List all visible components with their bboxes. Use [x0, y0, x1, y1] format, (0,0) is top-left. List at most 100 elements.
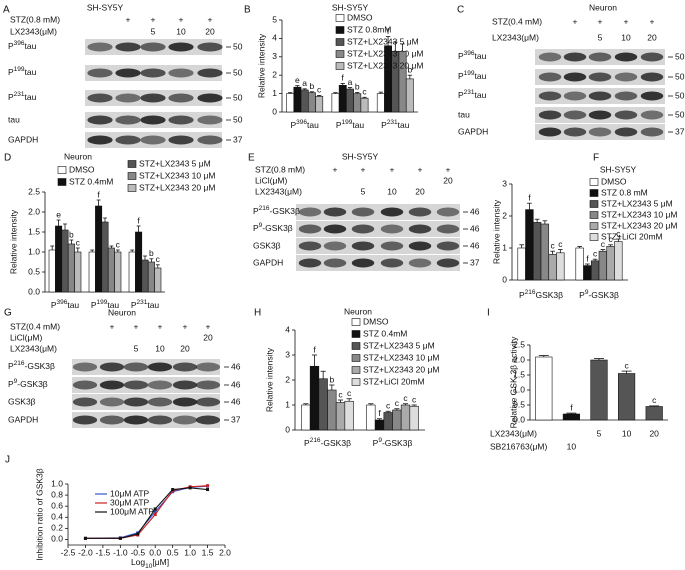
panel-letter: B — [244, 5, 251, 16]
data-point — [153, 507, 157, 511]
row-label: P216-GSK3β — [8, 360, 55, 372]
y-tick-label: 4 — [272, 33, 277, 43]
legend-label: STZ+LX2343 5 μM — [347, 36, 419, 46]
bar — [548, 254, 557, 281]
y-tick-label: 0.5 — [28, 266, 40, 276]
bar — [67, 243, 75, 293]
significance-label: f — [586, 253, 589, 263]
condition-mark: + — [573, 16, 578, 26]
blot-band — [140, 93, 166, 103]
significance-label: c — [593, 248, 598, 258]
x-tick-label: -2.0 — [78, 547, 93, 557]
blot-band — [436, 258, 460, 268]
blot-band — [99, 362, 125, 372]
legend-swatch — [335, 14, 345, 22]
y-tick-label: 1 — [285, 399, 290, 409]
group-label-part: 216 — [525, 289, 536, 296]
x-tick-label: -0.5 — [130, 547, 145, 557]
group-label-part: P — [519, 290, 525, 300]
bar — [344, 400, 354, 431]
marker-label: 50 — [233, 67, 243, 77]
panel-letter: G — [4, 308, 12, 319]
blot-band — [123, 362, 149, 372]
bar — [556, 252, 565, 281]
blot-band — [614, 52, 638, 62]
condition-mark: + — [158, 321, 163, 331]
group-label-part: P — [304, 438, 310, 448]
legend-label: STZ 0.4mM — [363, 328, 407, 338]
legend-label: STZ+LX2343 10 μM — [347, 48, 423, 58]
group-label-part: P — [373, 438, 379, 448]
bar — [598, 250, 608, 281]
row-label: GAPDH — [8, 134, 38, 144]
legend-label: STZ+LiCl 20mM — [601, 231, 663, 241]
significance-label: c — [338, 389, 343, 399]
row-label-part: P — [8, 361, 14, 371]
blot-band — [87, 115, 113, 125]
significance-label: c — [550, 240, 555, 250]
group-label-part: GSK3β — [535, 290, 563, 300]
condition-mark: 20 — [180, 343, 190, 353]
significance-label: c — [362, 87, 367, 97]
row-label-part: 199 — [14, 66, 25, 73]
bar — [562, 413, 580, 421]
blot-band — [123, 380, 149, 390]
marker-label: 50 — [675, 90, 685, 100]
significance-label: c — [317, 85, 322, 95]
condition-mark: + — [598, 16, 603, 26]
row-label-part: -GSK3β — [270, 206, 301, 216]
bar — [315, 96, 324, 113]
blot-band — [87, 68, 113, 78]
blot-band — [614, 72, 638, 82]
blot-band — [588, 91, 612, 101]
row-label: P199tau — [8, 66, 37, 78]
group-label-part: tau — [352, 120, 364, 130]
condition-mark: 10 — [567, 441, 577, 451]
significance-label: f — [528, 192, 531, 202]
bar — [645, 406, 663, 421]
blot-band — [87, 135, 113, 145]
blot-band — [172, 362, 198, 372]
blot-band — [172, 415, 198, 425]
row-label-part: tau — [475, 51, 487, 61]
bar — [405, 78, 414, 113]
blot-band — [436, 224, 460, 234]
significance-label: f — [387, 26, 390, 36]
group-label: P216-GSK3β — [304, 437, 351, 449]
blot-band — [436, 207, 460, 217]
bar — [101, 221, 109, 293]
marker-label: 37 — [675, 126, 685, 136]
blot-title: Neuron — [108, 307, 136, 317]
x-axis-label: Log10[μM] — [131, 557, 169, 569]
bar — [331, 93, 340, 113]
bar — [141, 259, 149, 293]
blot-band — [147, 397, 173, 407]
legend-swatch — [589, 233, 599, 241]
marker-label: 50 — [675, 71, 685, 81]
significance-label: e — [56, 209, 61, 219]
blot-band — [351, 241, 375, 251]
blot-band — [351, 258, 375, 268]
row-label-part: 231 — [464, 89, 475, 96]
legend-swatch — [335, 50, 345, 58]
row-label-part: P — [458, 51, 464, 61]
significance-label: b — [69, 229, 74, 239]
blot-band — [588, 52, 612, 62]
y-tick-label: 0.0 — [513, 414, 525, 424]
legend-swatch — [351, 342, 361, 350]
group-label-part: P — [579, 290, 585, 300]
blot-band — [563, 91, 587, 101]
row-label-part: tau — [475, 90, 487, 100]
bar — [575, 247, 584, 281]
y-axis-label: Inhibition ratio of GSK3β — [34, 468, 44, 560]
condition-label: SB216763(μM) — [490, 441, 548, 451]
bar — [353, 93, 362, 113]
bar — [114, 251, 122, 293]
group-label: P9-GSK3β — [373, 437, 413, 449]
blot-band — [298, 224, 322, 234]
legend-swatch — [589, 178, 599, 186]
row-label: P231tau — [458, 89, 487, 101]
bar — [583, 265, 592, 281]
legend-swatch — [351, 354, 361, 362]
condition-mark: 20 — [443, 175, 453, 185]
